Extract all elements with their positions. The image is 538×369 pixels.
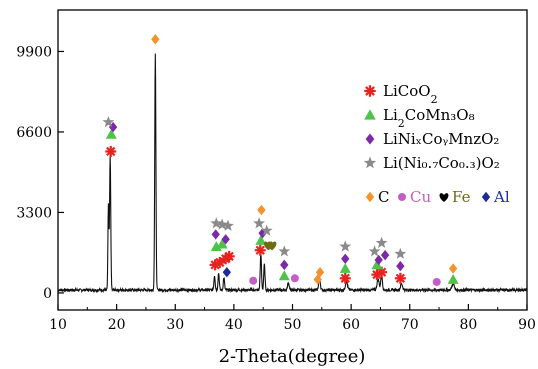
legend-marker-asterisk xyxy=(364,85,376,97)
peak-marker-asterisk xyxy=(339,272,351,284)
y-tick-label: 9900 xyxy=(16,44,52,60)
peak-marker-diamond xyxy=(374,254,383,266)
peak-marker-triangle xyxy=(255,234,267,245)
peak-marker-star xyxy=(216,218,229,230)
legend-item: Li(Ni₀.₇Co₀.₃)O₂ xyxy=(363,154,500,172)
y-axis-ticks: 0 3300 6600 9900 xyxy=(16,44,64,302)
legend-phase-marker-heart xyxy=(439,193,449,202)
peak-marker-circle xyxy=(432,277,441,286)
peak-marker-diamond xyxy=(315,266,325,278)
peak-marker-diamond xyxy=(257,204,266,216)
x-tick-label: 90 xyxy=(518,317,536,333)
x-axis-title: 2-Theta(degree) xyxy=(219,346,366,367)
x-tick-label: 70 xyxy=(401,317,419,333)
plot-area: 0 3300 6600 9900 10 20 30 40 50 60 70 80 90 xyxy=(16,9,536,333)
legend-phase-label: C xyxy=(378,188,389,206)
x-tick-label: 50 xyxy=(284,317,302,333)
legend-marker-diamond xyxy=(365,133,375,145)
x-tick-label: 10 xyxy=(49,317,67,333)
peak-marker-diamond xyxy=(341,253,350,264)
x-tick-label: 60 xyxy=(342,317,360,333)
peak-marker-diamond xyxy=(221,234,230,245)
peak-marker-circle xyxy=(290,274,299,283)
peak-marker-diamond xyxy=(396,260,405,272)
y-tick-label: 6600 xyxy=(16,125,52,141)
peak-marker-star xyxy=(394,247,407,259)
peak-marker-diamond xyxy=(313,274,322,285)
peak-marker-diamond xyxy=(211,229,220,240)
legend-phase-marker-diamond xyxy=(365,191,375,203)
peak-marker-star xyxy=(278,245,291,257)
y-tick-label: 3300 xyxy=(16,205,52,221)
x-axis-ticks: 10 20 30 40 50 60 70 80 90 xyxy=(49,304,536,333)
legend-phase-row: C Cu Fe Al xyxy=(365,188,510,206)
legend-phase-label: Al xyxy=(493,188,510,206)
legend-label: Li2CoMn₃O₈ xyxy=(383,106,475,130)
legend-label: LiNiₓCoᵧMnᴢO₂ xyxy=(383,130,499,148)
legend-item: Li2CoMn₃O₈ xyxy=(364,106,475,130)
peak-marker-asterisk xyxy=(254,244,266,256)
peak-marker-star xyxy=(368,245,381,257)
x-tick-label: 20 xyxy=(108,317,126,333)
x-tick-label: 40 xyxy=(225,317,243,333)
peak-marker-diamond xyxy=(448,263,458,274)
legend-label: Li(Ni₀.₇Co₀.₃)O₂ xyxy=(383,154,500,172)
peak-marker-asterisk xyxy=(394,272,406,284)
peak-marker-triangle xyxy=(105,128,117,139)
peak-marker-star xyxy=(375,236,388,248)
legend-marker-triangle xyxy=(364,109,376,120)
peak-marker-triangle xyxy=(447,274,459,284)
legend-label: LiCoO2 xyxy=(383,82,438,106)
xrd-pattern-line xyxy=(57,53,528,294)
legend-phase-label: Fe xyxy=(452,188,471,206)
peak-marker-diamond xyxy=(280,259,289,271)
peak-markers xyxy=(102,34,459,286)
peak-marker-asterisk xyxy=(223,250,235,262)
legend-phase-marker-circle xyxy=(398,193,406,201)
legend-phase-label: Cu xyxy=(410,188,431,206)
peak-marker-circle xyxy=(249,276,258,285)
peak-marker-heart xyxy=(267,241,277,251)
peak-marker-star xyxy=(102,116,115,128)
peak-marker-diamond xyxy=(380,249,390,261)
peak-marker-triangle xyxy=(216,238,228,249)
legend-item: LiNiₓCoᵧMnᴢO₂ xyxy=(365,130,499,148)
x-tick-label: 80 xyxy=(459,317,477,333)
peak-marker-triangle xyxy=(339,263,351,273)
peak-marker-star xyxy=(222,219,234,231)
legend-phase-marker-diamond xyxy=(481,191,491,203)
peak-marker-star xyxy=(339,240,352,252)
x-tick-label: 30 xyxy=(166,317,184,333)
peak-marker-diamond xyxy=(151,34,160,45)
peak-marker-triangle xyxy=(371,259,383,270)
peak-marker-diamond xyxy=(258,227,267,239)
y-tick-label: 0 xyxy=(43,286,52,302)
legend-item: LiCoO2 xyxy=(364,82,438,106)
peak-marker-asterisk xyxy=(105,145,117,157)
peak-marker-star xyxy=(210,217,223,229)
legend-marker-star xyxy=(363,156,377,169)
peak-marker-diamond xyxy=(222,266,231,278)
peak-marker-star xyxy=(253,217,265,229)
peak-marker-triangle xyxy=(278,270,290,281)
peak-marker-star xyxy=(260,224,273,236)
